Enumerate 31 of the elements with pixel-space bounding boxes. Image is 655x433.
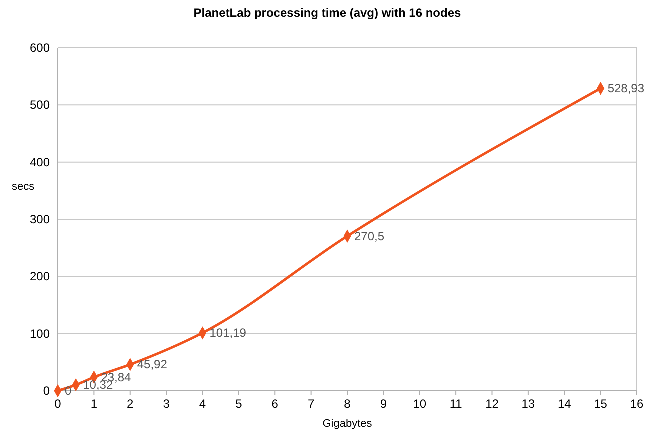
x-tick-label: 14 — [558, 397, 572, 411]
x-tick-label: 10 — [413, 397, 427, 411]
data-label: 101,19 — [210, 326, 247, 340]
x-tick-label: 11 — [450, 397, 463, 411]
chart-title: PlanetLab processing time (avg) with 16 nodes — [194, 6, 462, 20]
x-tick-label: 3 — [163, 397, 170, 411]
x-axis-title: Gigabytes — [322, 418, 373, 430]
x-tick-label: 2 — [127, 397, 134, 411]
x-tick-label: 1 — [90, 397, 98, 411]
data-label: 45,92 — [137, 358, 168, 372]
y-tick-label: 300 — [30, 212, 50, 226]
data-label: 270,5 — [354, 229, 385, 244]
y-tick-label: 0 — [43, 384, 50, 398]
x-tick-label: 15 — [594, 397, 608, 411]
x-tick-label: 8 — [344, 397, 352, 411]
x-tick-label: 6 — [272, 397, 279, 411]
y-tick-label: 200 — [30, 270, 50, 284]
y-tick-label: 100 — [30, 326, 50, 341]
y-tick-label: 400 — [30, 155, 50, 170]
y-axis-title: secs — [12, 181, 36, 193]
x-tick-label: 9 — [380, 397, 388, 411]
y-tick-label: 500 — [30, 98, 50, 112]
x-tick-label: 4 — [199, 397, 206, 411]
x-tick-label: 12 — [486, 397, 500, 411]
x-tick-label: 7 — [308, 397, 315, 411]
x-tick-label: 13 — [522, 397, 536, 411]
x-tick-label: 16 — [630, 397, 644, 411]
x-tick-label: 5 — [236, 397, 243, 411]
y-tick-label: 600 — [30, 41, 50, 55]
data-label: 528,93 — [608, 82, 645, 96]
x-tick-label: 0 — [54, 397, 62, 411]
